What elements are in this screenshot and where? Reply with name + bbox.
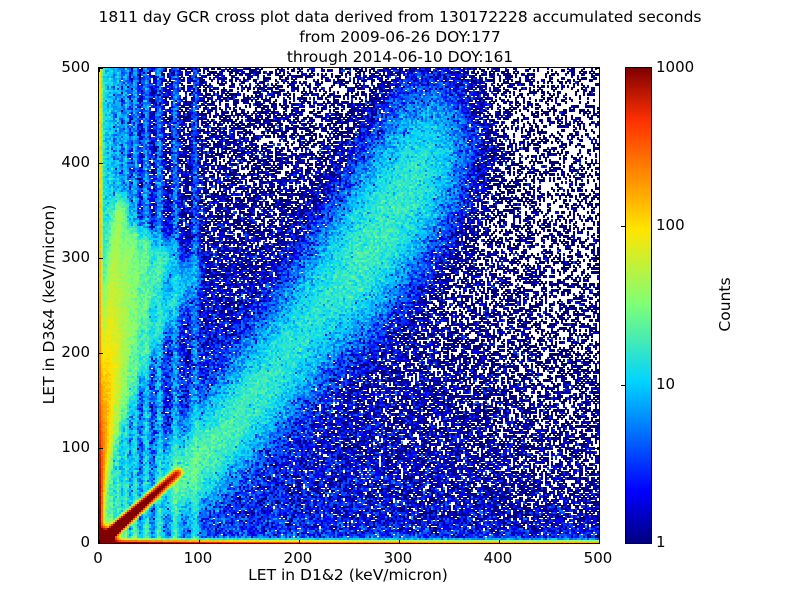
x-tick-top [499, 68, 500, 72]
y-tick [99, 163, 103, 164]
x-tick-label: 100 [183, 549, 213, 567]
x-tick-top [199, 68, 200, 72]
x-tick [599, 540, 600, 544]
title-line-1: 1811 day GCR cross plot data derived fro… [98, 8, 702, 26]
y-tick [99, 68, 103, 69]
y-tick [99, 353, 103, 354]
y-tick-label: 200 [61, 343, 90, 361]
colorbar-tick [621, 384, 626, 386]
x-tick-label: 500 [583, 549, 613, 567]
x-tick [499, 540, 500, 544]
colorbar-tick-label: 1000 [656, 58, 695, 76]
y-tick-label: 400 [61, 153, 90, 171]
y-tick [99, 258, 103, 259]
x-tick-label: 0 [93, 549, 103, 567]
y-tick-label: 100 [61, 438, 90, 456]
title-line-2: from 2009-06-26 DOY:177 [299, 28, 501, 46]
density-heatmap [99, 68, 599, 543]
x-tick [299, 540, 300, 544]
colorbar-tick [621, 226, 626, 228]
colorbar-gradient [626, 68, 651, 543]
colorbar-tick-label: 1 [656, 533, 666, 551]
x-tick [99, 540, 100, 544]
colorbar-label: Counts [716, 277, 734, 332]
y-tick-right [595, 68, 599, 69]
x-tick-top [399, 68, 400, 72]
colorbar[interactable] [621, 67, 652, 544]
x-tick-top [299, 68, 300, 72]
y-tick-label: 0 [80, 533, 90, 551]
colorbar-tick-label: 10 [656, 374, 676, 393]
density-plot-axes[interactable] [98, 67, 600, 544]
y-tick-right [595, 353, 599, 354]
x-tick-label: 200 [283, 549, 313, 567]
y-axis-label: LET in D3&4 (keV/micron) [40, 204, 58, 405]
y-tick-right [595, 258, 599, 259]
x-tick-label: 400 [483, 549, 513, 567]
x-tick [399, 540, 400, 544]
y-tick-label: 500 [61, 58, 90, 76]
title-line-3: through 2014-06-10 DOY:161 [286, 48, 514, 66]
x-tick-top [599, 68, 600, 72]
colorbar-tick-label: 100 [656, 216, 685, 235]
y-tick-label: 300 [61, 248, 90, 266]
x-tick-top [99, 68, 100, 72]
y-tick-right [595, 543, 599, 544]
y-tick-right [595, 448, 599, 449]
x-tick [199, 540, 200, 544]
y-tick [99, 543, 103, 544]
y-tick [99, 448, 103, 449]
x-tick-label: 300 [383, 549, 413, 567]
x-axis-label: LET in D1&2 (keV/micron) [248, 566, 448, 584]
plot-title: 1811 day GCR cross plot data derived fro… [0, 7, 800, 67]
y-tick-right [595, 163, 599, 164]
